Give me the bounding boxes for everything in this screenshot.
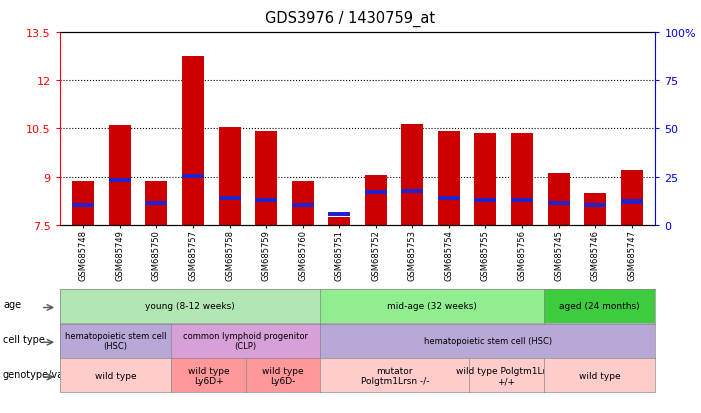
Text: wild type: wild type	[95, 371, 136, 380]
Bar	[255, 198, 277, 202]
Bar	[402, 124, 423, 225]
Bar	[72, 203, 95, 207]
Bar	[584, 193, 606, 225]
Bar	[365, 190, 387, 195]
Bar	[365, 176, 387, 225]
Bar	[182, 57, 204, 225]
Text: hematopoietic stem cell
(HSC): hematopoietic stem cell (HSC)	[64, 331, 166, 350]
Text: wild type
Ly6D+: wild type Ly6D+	[188, 366, 229, 385]
Bar	[511, 198, 533, 202]
Text: wild type: wild type	[579, 371, 620, 380]
Text: mid-age (32 weeks): mid-age (32 weeks)	[387, 301, 477, 311]
Bar	[146, 201, 168, 205]
Bar	[255, 132, 277, 225]
Text: genotype/variation: genotype/variation	[3, 369, 95, 379]
Text: hematopoietic stem cell (HSC): hematopoietic stem cell (HSC)	[424, 336, 552, 345]
Bar	[475, 134, 496, 225]
Bar	[328, 213, 350, 217]
Bar	[219, 128, 240, 225]
Text: common lymphoid progenitor
(CLP): common lymphoid progenitor (CLP)	[183, 331, 308, 350]
Text: mutator
Polgtm1Lrsn -/-: mutator Polgtm1Lrsn -/-	[360, 366, 429, 385]
Bar	[72, 182, 95, 225]
Bar	[328, 217, 350, 225]
Bar	[438, 132, 460, 225]
Bar	[620, 200, 643, 204]
Bar	[438, 197, 460, 201]
Bar	[292, 203, 313, 207]
Text: wild type
Ly6D-: wild type Ly6D-	[262, 366, 304, 385]
Bar	[182, 174, 204, 178]
Bar	[620, 171, 643, 225]
Bar	[475, 198, 496, 202]
Bar	[109, 125, 131, 225]
Text: aged (24 months): aged (24 months)	[559, 301, 640, 311]
Text: young (8-12 weeks): young (8-12 weeks)	[145, 301, 235, 311]
Text: age: age	[3, 299, 21, 309]
Text: GDS3976 / 1430759_at: GDS3976 / 1430759_at	[266, 10, 435, 26]
Text: cell type: cell type	[3, 334, 45, 344]
Bar	[292, 182, 313, 225]
Text: wild type Polgtm1Lrsn
+/+: wild type Polgtm1Lrsn +/+	[456, 366, 557, 385]
Bar	[584, 203, 606, 207]
Bar	[402, 190, 423, 194]
Bar	[547, 201, 569, 205]
Bar	[219, 197, 240, 201]
Bar	[109, 179, 131, 183]
Bar	[547, 173, 569, 225]
Bar	[511, 134, 533, 225]
Bar	[146, 182, 168, 225]
